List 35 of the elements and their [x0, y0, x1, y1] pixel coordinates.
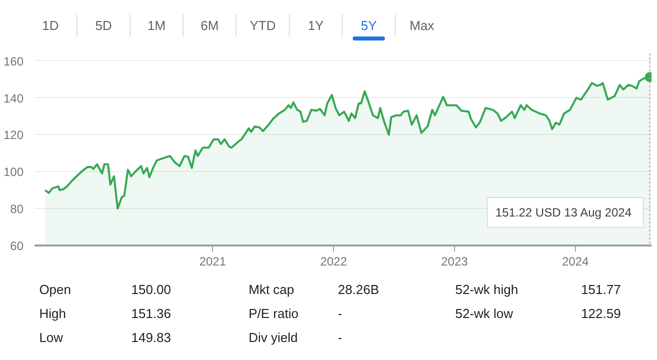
text: - — [338, 306, 342, 321]
text: 28.26B — [338, 282, 380, 297]
text: Open — [39, 282, 72, 297]
text: P/E ratio — [248, 306, 298, 321]
x-tick-label: 2022 — [320, 254, 348, 268]
y-tick-label: 60 — [10, 239, 24, 253]
text: Mkt cap — [248, 282, 294, 297]
category-label: 5D — [95, 18, 112, 33]
text: 151.36 — [131, 306, 171, 321]
text: 149.83 — [131, 330, 171, 345]
text: 52-wk low — [455, 306, 514, 321]
text: 122.59 — [581, 306, 621, 321]
text: - — [338, 330, 342, 345]
category-label: 6M — [200, 18, 219, 33]
text: 150.00 — [131, 282, 171, 297]
text: High — [39, 306, 66, 321]
annotation: 151.22 USD 13 Aug 2024 — [495, 206, 632, 220]
text: 52-wk high — [455, 282, 518, 297]
text: Div yield — [248, 330, 298, 345]
category-label: 1Y — [308, 18, 324, 33]
text: Low — [39, 330, 64, 345]
text: 151.77 — [581, 282, 621, 297]
category-label: YTD — [250, 18, 276, 33]
category-label: Max — [410, 18, 435, 33]
y-tick-label: 80 — [10, 202, 24, 216]
category-label: 5Y — [360, 18, 378, 33]
y-tick-label: 160 — [3, 54, 24, 68]
y-tick-label: 100 — [3, 165, 24, 180]
category-label: 1M — [148, 18, 166, 33]
x-tick-label: 2023 — [441, 254, 468, 268]
x-tick-label: 2024 — [562, 254, 589, 268]
category-label: 1D — [42, 18, 59, 33]
y-tick-label: 120 — [3, 128, 24, 142]
y-tick-label: 140 — [3, 91, 24, 106]
x-tick-label: 2021 — [199, 254, 226, 268]
